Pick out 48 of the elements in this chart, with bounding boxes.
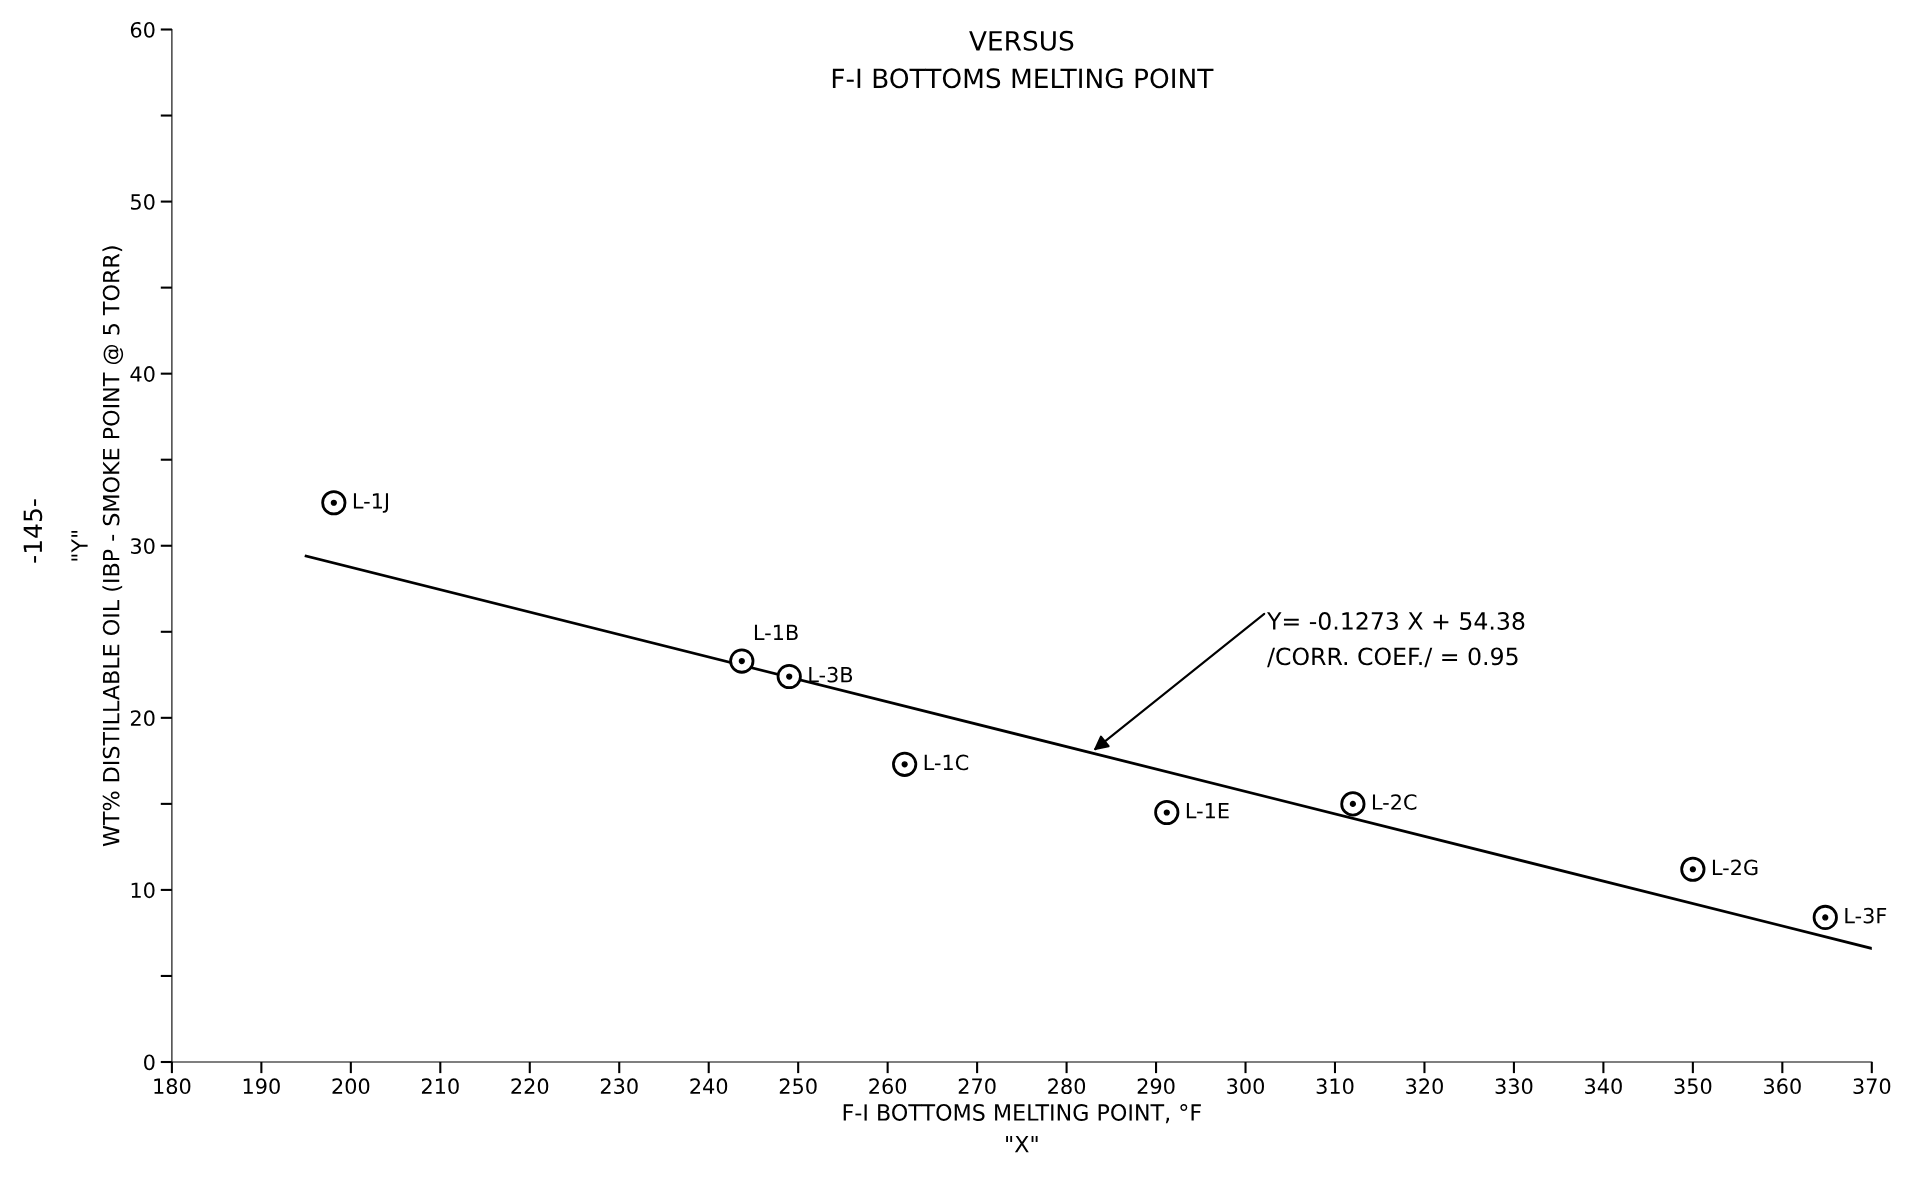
x-tick-label: 350: [1674, 1078, 1712, 1095]
data-label: L-3B: [809, 666, 853, 683]
x-tick-label: 270: [958, 1078, 996, 1095]
data-label: L-2G: [1712, 859, 1758, 876]
point: [1340, 791, 1366, 817]
point: [321, 490, 347, 516]
x-tick-label: 320: [1406, 1078, 1443, 1095]
x-tick-label: 240: [690, 1078, 728, 1095]
x-tick-label: 260: [869, 1078, 907, 1095]
data-label: L-1C: [924, 754, 969, 771]
x-tick-label: 330: [1495, 1078, 1533, 1095]
data-label: L-3F: [1845, 907, 1887, 924]
annotation: Y= -0.1273 X + 54.38 /CORR. COEF./ = 0.95: [1266, 612, 1525, 668]
point: [729, 648, 755, 674]
data-label: L-2C: [1372, 794, 1417, 810]
y-axis-title: "Y" WT% DISTILLABLE OIL (IBP - SMOKE POINT @ 5 TORR): [71, 246, 124, 847]
x-tick-label: 210: [421, 1078, 459, 1095]
point: [1812, 904, 1838, 931]
x-tick-label: 360: [1764, 1078, 1801, 1095]
x-tick-label: 310: [1316, 1078, 1354, 1095]
x-tick-label: 220: [511, 1078, 549, 1095]
x-tick-label: 230: [600, 1078, 638, 1095]
x-tick-label: 180: [154, 1078, 191, 1095]
x-tick-label: 300: [1227, 1078, 1265, 1095]
data-label: L-1J: [353, 493, 389, 513]
text: VERSUS F-I BOTTOMS MELTING POINT: [832, 30, 1214, 89]
point: [1154, 799, 1180, 826]
point: [1680, 856, 1706, 882]
y-tick-label: 20: [130, 710, 155, 727]
text: -145-: [23, 499, 43, 563]
y-tick-label: 40: [130, 366, 155, 382]
x-axis-title: F-I BOTTOMS MELTING POINT, °F "X": [843, 1104, 1201, 1153]
x-tick-label: 200: [332, 1078, 370, 1095]
x-tick-label: 290: [1137, 1078, 1175, 1095]
x-tick-label: 250: [779, 1078, 817, 1095]
x-tick-label: 370: [1853, 1078, 1891, 1095]
y-tick-label: 10: [131, 882, 155, 899]
x-tick-label: 280: [1048, 1078, 1086, 1095]
y-tick-label: 30: [131, 538, 155, 554]
data-label: L-1E: [1186, 803, 1229, 819]
point: [892, 751, 918, 777]
y-tick-label: 0: [144, 1054, 155, 1071]
y-tick-label: 50: [131, 194, 155, 210]
y-tick-label: 60: [130, 21, 155, 38]
x-tick-label: 190: [243, 1078, 280, 1095]
x-tick-label: 340: [1585, 1078, 1622, 1095]
point: [776, 663, 802, 690]
data-label: L-1B: [754, 624, 798, 641]
